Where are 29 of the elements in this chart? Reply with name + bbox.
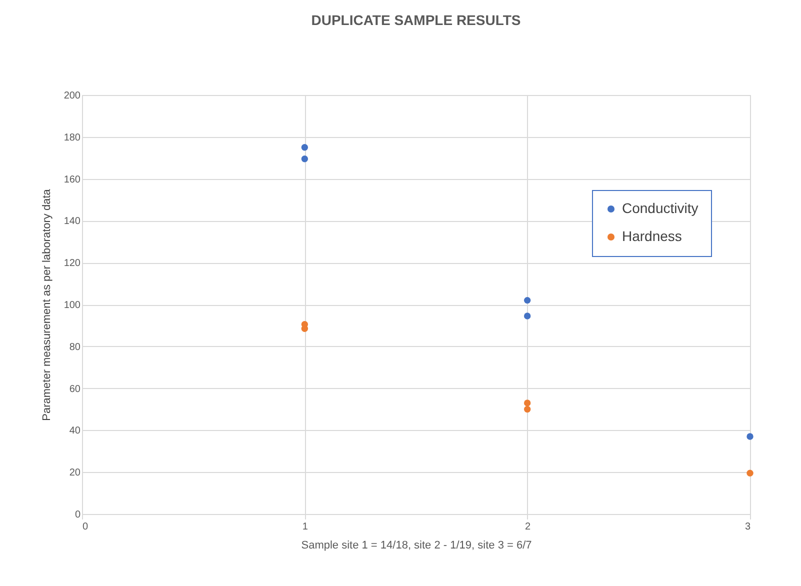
y-tick-label: 80 [69, 342, 81, 353]
point [301, 144, 308, 151]
y-tick-label: 0 [74, 510, 81, 520]
x-tick-label: 2 [525, 522, 532, 532]
y-tick-label: 120 [64, 258, 81, 270]
point [524, 406, 531, 413]
y-tick-label: 140 [64, 216, 81, 228]
point [524, 296, 531, 304]
y-tick-label: 180 [64, 132, 81, 144]
point [746, 470, 754, 476]
x-axis-title: Sample site 1 = 14/18, site 2 - 1/19, site 3 = 6/7 [301, 540, 532, 552]
point [746, 433, 754, 440]
legend-label: Hardness [622, 228, 682, 244]
chart-title: DUPLICATE SAMPLE RESULTS [311, 12, 521, 28]
y-tick-label: 20 [69, 468, 81, 479]
point [301, 156, 308, 162]
point [301, 325, 308, 332]
x-tick-label: 1 [302, 522, 308, 532]
x-tick-label: 0 [82, 522, 88, 532]
y-tick-label: 100 [64, 300, 81, 311]
y-axis-title: Parameter measurement as per laboratory data [40, 188, 53, 421]
y-tick-label: 200 [64, 90, 81, 102]
y-tick-label: 40 [69, 426, 81, 437]
point [524, 400, 531, 406]
point [524, 312, 531, 320]
legend-label: Conductivity [622, 200, 698, 216]
x-tick-label: 3 [744, 522, 751, 532]
y-tick-label: 60 [69, 384, 81, 395]
y-tick-label: 160 [64, 174, 81, 186]
